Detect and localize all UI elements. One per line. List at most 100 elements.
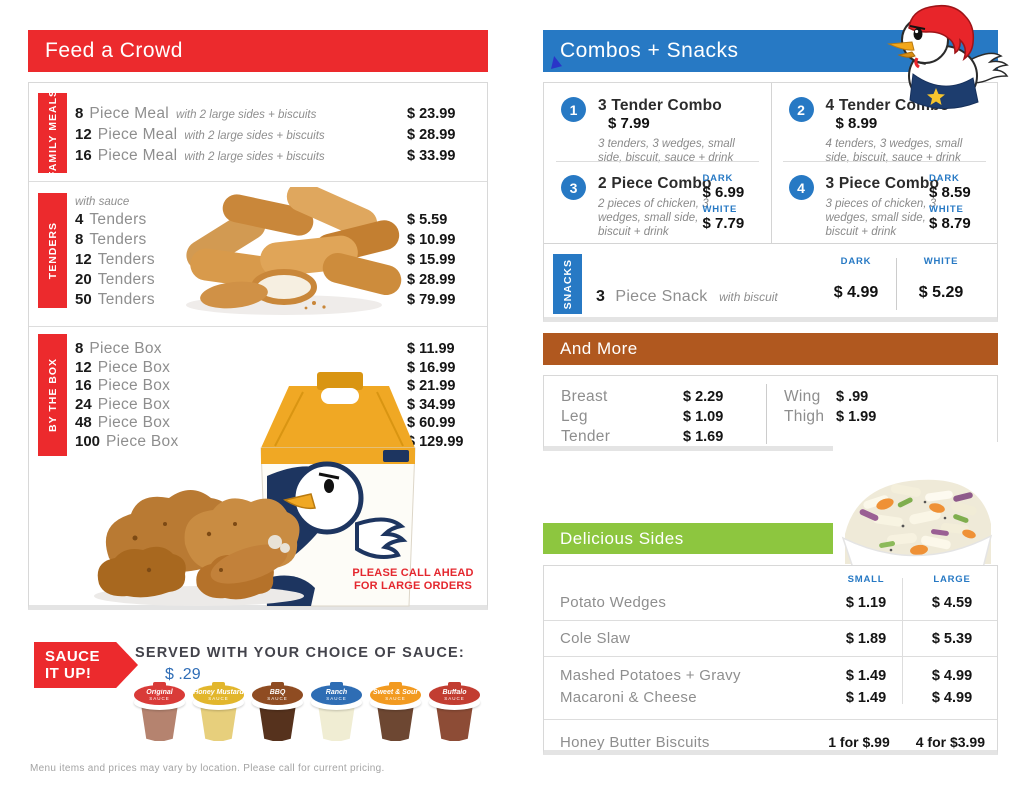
large-price: $ 4.59: [931, 594, 973, 611]
delicious-sides-title: Delicious Sides: [560, 528, 684, 548]
combo-3-cell: 3 2 Piece Combo 2 pieces of chicken, 3 w…: [544, 161, 771, 243]
item-price: $ 129.99: [407, 433, 464, 450]
divider: [766, 384, 767, 444]
white-label: WHITE: [702, 204, 738, 215]
combo-desc: 2 pieces of chicken, 3 wedges, small sid…: [598, 198, 709, 238]
large-price: $ 5.39: [931, 630, 973, 647]
item-name: Macaroni & Cheese: [560, 689, 697, 706]
item-qty: 8: [75, 231, 84, 248]
sauce-cup-sweet-sour: Sweet & Sour SAUCE: [369, 682, 422, 743]
sauce-cup-original: Original SAUCE: [133, 682, 186, 743]
item-price: $ 1.09: [683, 409, 724, 425]
combo-title: 3 Tender Combo: [598, 97, 722, 114]
sides-size-header: SMALL LARGE: [544, 566, 997, 585]
combo-desc: 3 pieces of chicken, 3 wedges, small sid…: [825, 198, 937, 238]
cup-lid-tab: [212, 682, 225, 689]
sauce-cup-buffalo: Buffalo SAUCE: [428, 682, 481, 743]
item-price: $ 16.99: [407, 359, 456, 376]
chicken-box-photo: [94, 372, 416, 607]
item-name: Piece Box: [97, 395, 171, 413]
menu-item-row: 100 Piece Box $ 129.99: [75, 433, 487, 452]
white-label: WHITE: [929, 204, 964, 215]
item-name: Piece Box: [97, 414, 171, 431]
menu-item-row: 12 Tenders $ 15.99: [75, 250, 487, 270]
item-qty: 3: [596, 288, 605, 305]
item-note: with 2 large sides + biscuits: [184, 130, 325, 142]
family-meals-section: 8 Piece Meal with 2 large sides + biscui…: [29, 83, 487, 181]
call-ahead-notice: PLEASE CALL AHEAD FOR LARGE ORDERS: [352, 567, 474, 592]
by-the-box-tab: BY THE BOX: [38, 334, 67, 456]
item-name: Piece Box: [97, 358, 171, 376]
sauce-cup-bbq: BBQ SAUCE: [251, 682, 304, 743]
combo-title: 2 Piece Combo: [598, 175, 712, 192]
item-price: $ 1.69: [683, 429, 724, 445]
item-price: $ 1.99: [836, 409, 877, 425]
item-name: Piece Snack: [615, 288, 708, 305]
item-price: $ 28.99: [407, 127, 456, 143]
and-more-right-list: Wing $ .99 Thigh $ 1.99: [784, 387, 876, 427]
feed-a-crowd-card: FAMILY MEALS 8 Piece Meal with 2 large s…: [28, 82, 488, 610]
menu-item-row: 8 Tenders $ 10.99: [75, 230, 487, 250]
small-price: $ 1.19: [845, 594, 887, 611]
small-price: $ 1.49: [845, 690, 887, 706]
item-name: Piece Meal: [97, 147, 178, 164]
large-column-label: LARGE: [933, 574, 971, 585]
sauce-it-up-badge: SAUCE IT UP!: [34, 642, 138, 688]
combo-price: $ 7.99: [608, 115, 650, 132]
sauce-cup-ranch: Ranch SAUCE: [310, 682, 363, 743]
item-name: Piece Meal: [97, 126, 178, 143]
dark-label: DARK: [702, 173, 734, 184]
item-name: Tenders: [97, 271, 155, 288]
tenders-note: with sauce: [75, 196, 130, 208]
dark-white-prices: DARK $ 6.99 WHITE $ 7.79: [703, 173, 761, 235]
item-name: Thigh: [784, 408, 825, 425]
sauce-price: $ .29: [165, 666, 201, 683]
sauce-cups-row: Original SAUCE Honey Mustard SAUCE BBQ S…: [133, 682, 481, 743]
menu-item-row: 24 Piece Box $ 34.99: [75, 396, 487, 415]
divider: [896, 258, 897, 310]
item-name: Cole Slaw: [560, 630, 631, 647]
cup-lid: Honey Mustard SAUCE: [193, 682, 244, 705]
item-note: with 2 large sides + biscuits: [176, 109, 317, 121]
dark-label: DARK: [929, 173, 960, 184]
item-price: $ 60.99: [407, 415, 456, 431]
white-price: $ 7.79: [702, 215, 745, 232]
item-note: with biscuit: [719, 290, 778, 304]
item-price: $ 79.99: [407, 292, 456, 308]
menu-item-row: 12 Piece Box $ 16.99: [75, 359, 487, 378]
menu-item-row: 8 Piece Box $ 11.99: [75, 340, 487, 359]
menu-item-row: Wing $ .99: [784, 387, 876, 407]
item-qty: 50: [75, 291, 92, 308]
cursor-artifact-icon: [551, 56, 562, 69]
menu-item-row: 48 Piece Box $ 60.99: [75, 414, 487, 433]
small-price: $ 1.49: [845, 668, 887, 684]
feed-a-crowd-header: Feed a Crowd: [28, 30, 488, 72]
item-name: Potato Wedges: [560, 594, 667, 611]
chicken-tenders-photo: [186, 187, 402, 315]
item-name: Leg: [561, 408, 588, 425]
menu-item-row: 4 Tenders $ 5.59: [75, 210, 487, 230]
snack-item: 3 Piece Snack with biscuit: [596, 288, 778, 306]
item-qty: 24: [75, 395, 92, 413]
combo-4-cell: 4 3 Piece Combo 3 pieces of chicken, 3 w…: [770, 161, 998, 243]
item-name: Mashed Potatoes + Gravy: [560, 667, 741, 684]
white-price: $ 8.79: [929, 215, 971, 232]
snack-white-column: WHITE $ 5.29: [918, 256, 964, 301]
divider: [902, 578, 903, 704]
item-qty: 100: [75, 432, 101, 450]
combo-price: $ 8.99: [835, 115, 878, 132]
cup-lid: Original SAUCE: [134, 682, 185, 705]
cup-lid: Sweet & Sour SAUCE: [370, 682, 421, 705]
combo-number-badge: 4: [788, 175, 814, 200]
item-price: $ 15.99: [407, 252, 456, 268]
menu-item-row: 20 Tenders $ 28.99: [75, 270, 487, 290]
item-price: $ 28.99: [407, 272, 456, 288]
menu-item-row: Tender $ 1.69: [561, 427, 723, 447]
menu-item-row: Leg $ 1.09: [561, 407, 723, 427]
item-name: Piece Meal: [89, 105, 170, 122]
combo-number-badge: 1: [561, 97, 586, 122]
cup-lid: Ranch SAUCE: [311, 682, 362, 705]
combos-grid: 1 3 Tender Combo $ 7.99 3 tenders, 3 wed…: [544, 83, 997, 243]
item-qty: 8: [75, 105, 84, 122]
menu-item-row: 8 Piece Meal with 2 large sides + biscui…: [75, 104, 487, 125]
